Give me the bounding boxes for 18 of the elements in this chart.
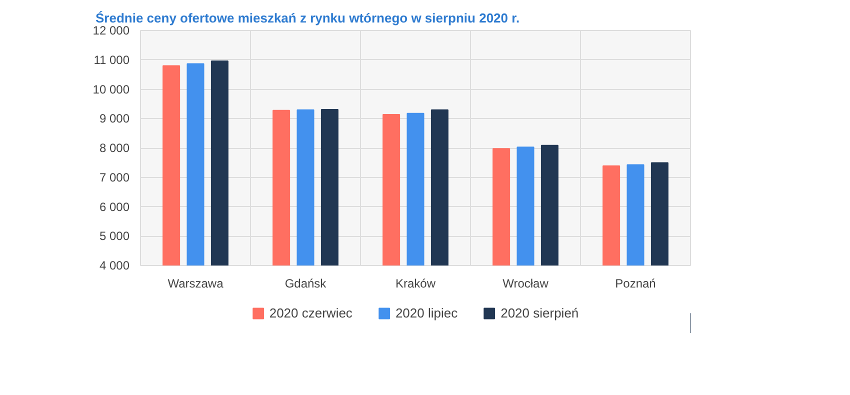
y-tick-label: 5 000 — [99, 229, 130, 244]
x-tick-label: Wrocław — [502, 276, 549, 290]
y-tick-label: 12 000 — [92, 24, 130, 38]
y-tick-label: 7 000 — [99, 170, 130, 184]
legend-label: 2020 lipiec — [395, 306, 458, 320]
x-tick-label: Poznań — [615, 276, 656, 290]
legend-label: 2020 czerwiec — [269, 306, 352, 320]
y-tick-label: 11 000 — [94, 52, 130, 67]
y-tick-label: 6 000 — [99, 200, 130, 214]
y-tick-label: 9 000 — [99, 112, 130, 126]
legend-label: 2020 sierpień — [500, 306, 579, 320]
x-tick-label: Kraków — [395, 276, 436, 290]
x-tick-label: Gdańsk — [284, 276, 328, 290]
y-tick-label: 4 000 — [99, 258, 130, 272]
chart-title: Średnie ceny ofertowe mieszkań z rynku wtórnego w sierpniu 2020 r. — [96, 10, 520, 26]
y-tick-label: 8 000 — [99, 141, 130, 155]
y-tick-label: 10 000 — [92, 82, 130, 96]
x-tick-label: Warszawa — [168, 276, 224, 290]
